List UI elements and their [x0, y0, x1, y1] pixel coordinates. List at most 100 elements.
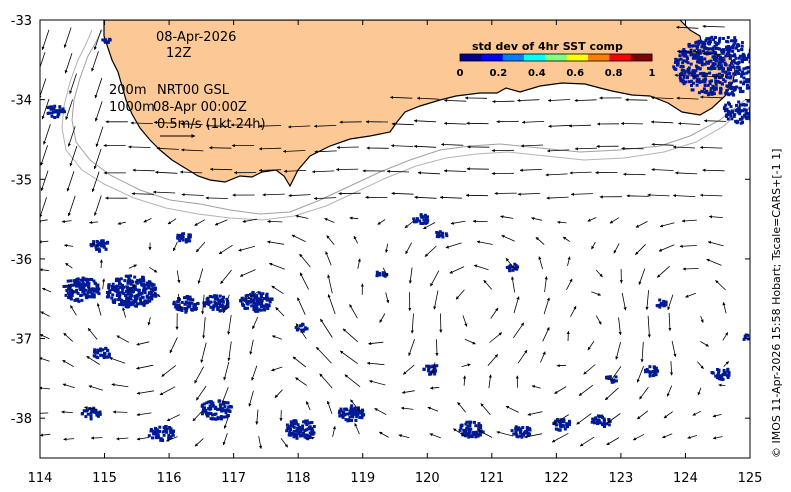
colorbar-segment	[630, 54, 653, 61]
sst-cell	[105, 291, 109, 294]
sst-cell	[700, 61, 704, 65]
current-vector	[455, 289, 465, 300]
sst-cell	[563, 427, 567, 431]
sst-cell	[348, 415, 352, 419]
sst-cell	[724, 103, 728, 107]
sst-cell	[221, 307, 225, 310]
colorbar-segment	[566, 54, 589, 61]
sst-cell	[246, 306, 249, 310]
sst-cell	[291, 432, 295, 436]
sst-cell	[758, 112, 761, 115]
current-vector	[368, 379, 386, 386]
sst-cell	[741, 70, 745, 74]
sst-cell	[675, 60, 679, 64]
sst-cell	[735, 70, 739, 74]
sst-cell	[593, 417, 597, 421]
current-vector	[444, 98, 467, 103]
sst-cell	[190, 301, 194, 305]
sst-cell	[86, 284, 90, 288]
sst-cell	[743, 58, 747, 61]
current-vector	[214, 219, 228, 226]
sst-cell	[169, 430, 173, 434]
sst-cell	[766, 73, 769, 76]
colorbar-segment	[460, 54, 482, 61]
sst-cell	[680, 65, 684, 68]
sst-cell	[744, 333, 748, 337]
sst-cell	[147, 296, 151, 300]
sst-cell	[425, 219, 429, 223]
sst-cell	[733, 61, 737, 65]
sst-cell	[135, 297, 139, 300]
sst-cell	[721, 377, 725, 381]
sst-cell	[754, 64, 757, 67]
sst-cell	[122, 303, 126, 307]
sst-cell	[126, 297, 130, 301]
sst-cell	[748, 107, 750, 111]
sst-cell	[758, 55, 761, 58]
sst-cell	[294, 419, 298, 423]
current-vector	[483, 279, 493, 290]
sst-cell	[756, 107, 759, 110]
sst-cell	[213, 294, 217, 298]
current-vector	[591, 291, 602, 296]
sst-cell	[755, 51, 758, 54]
sst-cell	[260, 301, 264, 305]
current-vector	[131, 192, 154, 196]
current-vector	[258, 147, 282, 151]
colorbar-tick-label: 0.2	[490, 68, 508, 79]
sst-cell	[355, 410, 359, 414]
current-vector	[449, 266, 465, 274]
sst-cell	[720, 49, 724, 53]
sst-cell	[107, 283, 111, 287]
sst-cell	[82, 292, 86, 296]
sst-cell	[721, 69, 725, 73]
sst-cell	[743, 103, 747, 107]
sst-cell	[105, 355, 109, 359]
sst-cell	[691, 44, 695, 48]
current-vector	[570, 305, 577, 317]
current-vector	[658, 244, 675, 252]
sst-cell	[726, 49, 730, 53]
sst-cell	[249, 300, 253, 304]
sst-cell	[744, 108, 748, 112]
sst-cell	[704, 39, 708, 43]
current-vector	[202, 317, 206, 339]
current-vector	[87, 327, 98, 340]
sst-cell	[174, 305, 178, 309]
current-vector	[699, 145, 723, 150]
sst-cell	[474, 424, 478, 428]
sst-cell	[689, 48, 693, 52]
sst-cell	[289, 420, 293, 424]
sst-cell	[689, 51, 693, 55]
sst-cell	[124, 294, 128, 298]
current-vector	[702, 168, 725, 172]
sst-cell	[193, 303, 197, 306]
sst-cell	[188, 295, 192, 299]
sst-cell	[77, 281, 81, 285]
current-vector	[574, 147, 598, 151]
current-vector	[413, 144, 437, 148]
sst-cell	[239, 299, 243, 303]
sst-cell	[558, 422, 562, 426]
sst-cell	[738, 68, 742, 72]
sst-cell	[202, 303, 206, 307]
sst-cell	[104, 347, 108, 350]
sst-cell	[97, 292, 101, 296]
current-vector	[569, 171, 592, 175]
sst-cell	[187, 236, 191, 240]
colorbar-tick-label: 0	[457, 68, 464, 79]
current-vector	[63, 332, 74, 342]
current-vector	[663, 411, 673, 419]
sst-cell	[267, 303, 271, 307]
current-vector	[295, 377, 307, 386]
sst-cell	[762, 64, 765, 67]
sst-cell	[428, 372, 432, 376]
sst-cell	[246, 302, 250, 306]
current-vector	[238, 245, 256, 252]
sst-cell	[607, 423, 611, 427]
current-vector	[429, 386, 440, 390]
sst-cell	[291, 424, 295, 428]
sst-cell	[725, 72, 729, 76]
sst-cell	[740, 44, 744, 48]
sst-cell	[612, 380, 616, 384]
